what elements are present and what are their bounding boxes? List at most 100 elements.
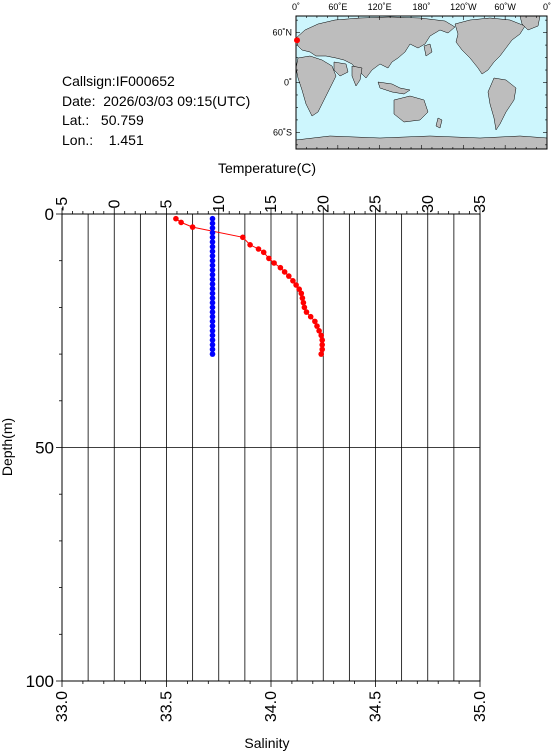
land-south-america (487, 77, 517, 131)
temperature-series-line (175, 218, 323, 355)
temperature-data-point (301, 304, 308, 311)
map-latitude-labels: 60˚N 0˚ 60˚S (272, 28, 292, 138)
temperature-tick-label: 30 (420, 195, 437, 213)
map-lon-label: 120˚W (450, 2, 477, 12)
salinity-data-point (209, 346, 216, 353)
land-north-america (454, 17, 526, 75)
temperature-data-point (189, 224, 196, 230)
salinity-data-point (209, 271, 216, 278)
salinity-data-point (209, 299, 216, 306)
salinity-data-point (209, 332, 216, 339)
map-longitude-labels: 0˚ 60˚E 120˚E 180˚ 120˚W 60˚W 0˚ (292, 2, 551, 12)
depth-tick-label: 50 (35, 439, 54, 458)
salinity-data-point (209, 318, 216, 325)
salinity-axis-label: Salinity (244, 735, 289, 751)
salinity-data-point (209, 225, 216, 231)
temperature-tick-label: -5 (54, 197, 71, 211)
temperature-tick-label: 20 (315, 195, 332, 213)
temperature-data-point (303, 309, 310, 315)
land-indonesia (377, 81, 411, 95)
land-australia (393, 95, 429, 123)
map-lon-label: 60˚E (328, 2, 347, 12)
temperature-data-point (286, 273, 292, 279)
salinity-data-point (209, 243, 216, 250)
temperature-data-point (277, 264, 284, 271)
temperature-data-point (240, 234, 246, 241)
depth-tick-label: 0 (45, 205, 54, 224)
temperature-data-point (281, 269, 288, 275)
latitude-text: Lat.: 50.759 (62, 112, 144, 128)
series-layer (173, 215, 326, 357)
map-frame-ticks (295, 16, 548, 149)
salinity-tick-label: 34.0 (263, 691, 280, 722)
temperature-data-point (293, 282, 299, 288)
salinity-data-point (209, 276, 216, 283)
map-lon-label: 0˚ (292, 2, 300, 12)
salinity-data-point (209, 253, 216, 259)
salinity-data-point (209, 281, 216, 287)
salinity-data-point (209, 323, 216, 329)
temperature-axis-label: Temperature(C) (218, 160, 316, 176)
temperature-tick-label: 15 (263, 195, 280, 213)
temperature-data-point (307, 313, 314, 320)
world-map: 0˚ 60˚E 120˚E 180˚ 120˚W 60˚W 0˚ 60˚N 0˚ 60˚S (272, 2, 551, 150)
salinity-data-point (209, 239, 216, 245)
salinity-ticks: 33.0 33.5 34.0 34.5 35.0 (54, 681, 489, 722)
salinity-data-point (209, 295, 216, 301)
longitude-text: Lon.: 1.451 (62, 131, 144, 148)
temperature-tick-label: 0 (106, 199, 123, 208)
salinity-data-point (209, 342, 216, 348)
temperature-tick-label: 10 (211, 195, 228, 213)
land-india (351, 65, 363, 87)
salinity-data-point (209, 257, 216, 264)
temperature-data-point (319, 337, 326, 343)
salinity-data-point (209, 313, 216, 320)
salinity-data-point (209, 262, 216, 269)
map-lon-label: 180˚ (412, 2, 430, 12)
map-lat-label: 60˚S (273, 127, 292, 137)
map-lon-label: 0˚ (543, 2, 551, 12)
map-lon-label: 60˚W (494, 2, 516, 12)
salinity-data-point (209, 220, 216, 227)
temperature-data-point (312, 318, 318, 325)
depth-tick-label: 100 (26, 672, 54, 691)
map-lat-label: 60˚N (272, 28, 292, 38)
depth-axis-label: Depth(m) (0, 418, 15, 476)
salinity-data-point (209, 234, 216, 241)
salinity-data-point (209, 248, 216, 255)
temperature-tick-label: 35 (472, 195, 489, 213)
land-arabia (333, 61, 349, 77)
map-lat-label: 0˚ (284, 78, 292, 88)
temperature-data-point (318, 332, 325, 339)
temperature-tick-label: 25 (368, 195, 385, 213)
temperature-data-point (247, 242, 253, 248)
temperature-data-point (260, 249, 267, 256)
salinity-data-point (209, 328, 216, 334)
temperature-series (173, 215, 326, 357)
land-eurasia (295, 16, 456, 79)
temperature-data-point (173, 215, 179, 222)
land-nz (435, 117, 443, 129)
temperature-data-point (296, 286, 303, 293)
map-land (295, 15, 548, 150)
temperature-data-point (266, 255, 272, 262)
temperature-data-point (319, 342, 326, 348)
land-japan (423, 43, 433, 57)
salinity-data-point (209, 229, 216, 236)
temperature-data-point (255, 246, 262, 252)
date-text: Date: 2026/03/03 09:15(UTC) (62, 92, 251, 109)
temperature-data-point (290, 278, 296, 284)
temperature-data-point (319, 346, 326, 353)
salinity-data-point (209, 309, 216, 315)
temperature-data-point (178, 219, 184, 226)
salinity-data-point (209, 267, 216, 273)
salinity-data-point (209, 337, 216, 343)
salinity-data-point (209, 285, 216, 292)
salinity-data-point (209, 351, 216, 357)
temperature-ticks: -5 0 5 10 15 20 25 30 35 (54, 195, 489, 214)
temperature-data-point (318, 351, 325, 357)
temperature-data-point (298, 290, 305, 297)
salinity-tick-label: 35.0 (472, 691, 489, 722)
temperature-tick-label: 5 (159, 199, 176, 208)
